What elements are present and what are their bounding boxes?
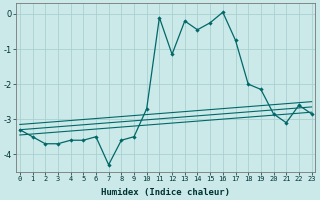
X-axis label: Humidex (Indice chaleur): Humidex (Indice chaleur) bbox=[101, 188, 230, 197]
